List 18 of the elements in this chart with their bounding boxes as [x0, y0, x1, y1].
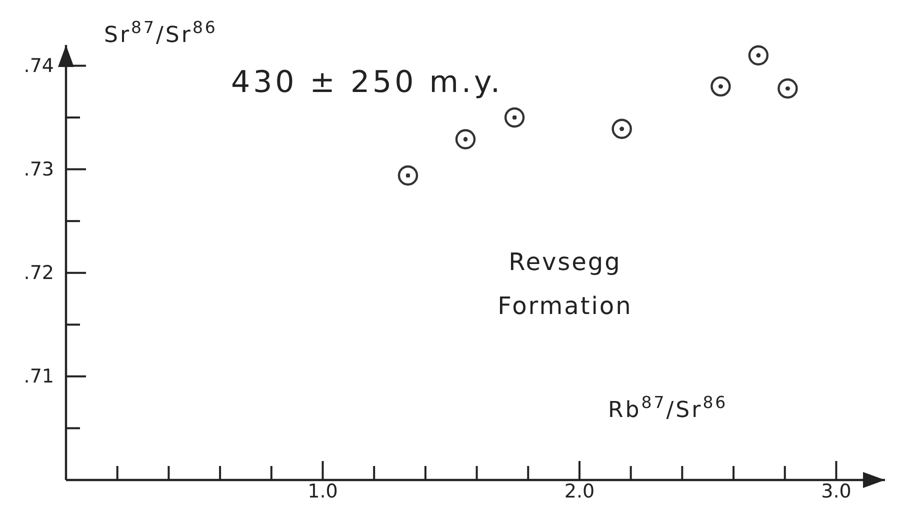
x-tick-label: 2.0	[564, 480, 595, 502]
point	[710, 76, 731, 97]
y-axis-title: Sr$^{87}$/Sr$^{86}$	[104, 18, 218, 48]
y-tick-label: .72	[24, 262, 54, 284]
y-tick-label: .73	[24, 158, 54, 180]
y-tick-label: .74	[24, 54, 54, 77]
point	[455, 129, 476, 150]
point	[504, 107, 525, 128]
annotation: 430 ± 250 m.y.	[231, 65, 504, 100]
annotation: Revsegg Formation	[498, 248, 632, 320]
point	[778, 78, 798, 99]
point	[748, 45, 769, 66]
x-tick-label: 1.0	[308, 480, 338, 502]
x-axis-title: Rb$^{87}$/Sr$^{86}$	[608, 392, 728, 423]
point	[398, 165, 418, 186]
y-tick-label: .71	[24, 366, 54, 388]
x-tick-label: 3.0	[821, 480, 852, 502]
point	[612, 118, 632, 139]
